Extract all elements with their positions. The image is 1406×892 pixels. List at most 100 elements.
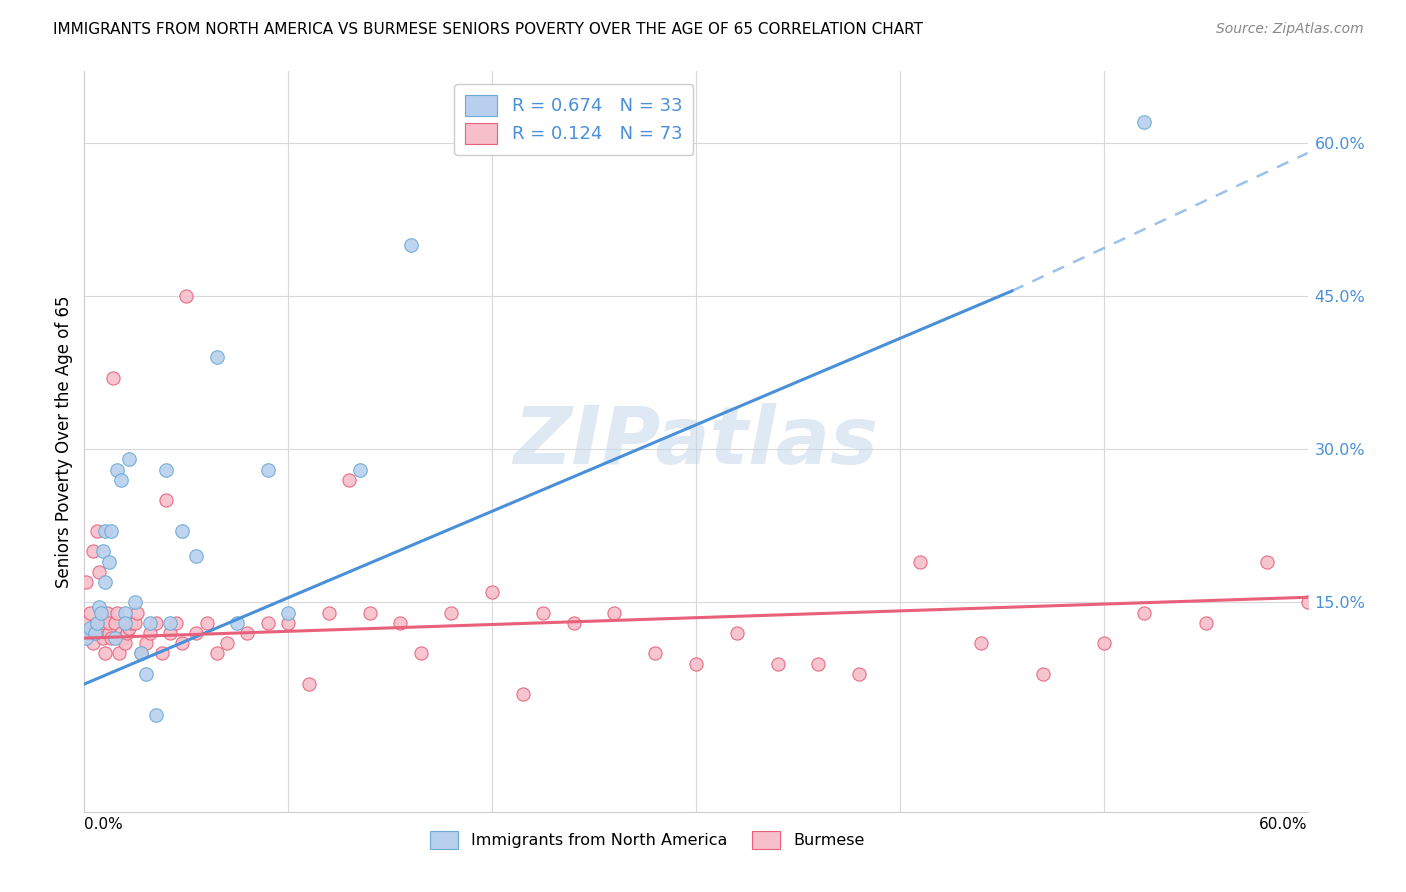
- Point: [127, 606, 149, 620]
- Point: [93, 574, 115, 589]
- Point: [359, 606, 381, 620]
- Point: [186, 549, 208, 564]
- Point: [124, 615, 146, 630]
- Point: [96, 606, 118, 620]
- Point: [1092, 636, 1115, 650]
- Point: [298, 677, 321, 691]
- Point: [205, 351, 228, 365]
- Point: [86, 615, 108, 630]
- Point: [725, 626, 748, 640]
- Point: [93, 647, 115, 661]
- Point: [399, 238, 422, 252]
- Point: [91, 631, 114, 645]
- Point: [93, 615, 115, 630]
- Point: [172, 636, 194, 650]
- Text: 0.0%: 0.0%: [84, 817, 124, 832]
- Point: [277, 615, 299, 630]
- Point: [644, 647, 666, 661]
- Point: [87, 565, 110, 579]
- Point: [145, 615, 167, 630]
- Point: [100, 524, 122, 538]
- Point: [195, 615, 218, 630]
- Point: [339, 473, 361, 487]
- Point: [205, 647, 228, 661]
- Point: [562, 615, 585, 630]
- Point: [104, 631, 127, 645]
- Point: [1296, 595, 1319, 609]
- Point: [131, 647, 153, 661]
- Point: [138, 626, 160, 640]
- Point: [100, 631, 122, 645]
- Point: [172, 524, 194, 538]
- Point: [73, 615, 96, 630]
- Point: [155, 493, 177, 508]
- Point: [349, 462, 371, 476]
- Point: [481, 585, 503, 599]
- Point: [217, 636, 239, 650]
- Point: [531, 606, 554, 620]
- Point: [970, 636, 993, 650]
- Point: [82, 544, 104, 558]
- Point: [1195, 615, 1218, 630]
- Point: [101, 370, 124, 384]
- Point: [848, 666, 870, 681]
- Point: [155, 462, 177, 476]
- Point: [159, 626, 181, 640]
- Point: [257, 462, 280, 476]
- Point: [131, 647, 153, 661]
- Y-axis label: Seniors Poverty Over the Age of 65: Seniors Poverty Over the Age of 65: [55, 295, 73, 588]
- Point: [1256, 555, 1278, 569]
- Point: [90, 626, 112, 640]
- Point: [165, 615, 187, 630]
- Point: [115, 626, 138, 640]
- Point: [138, 615, 160, 630]
- Point: [910, 555, 932, 569]
- Text: IMMIGRANTS FROM NORTH AMERICA VS BURMESE SENIORS POVERTY OVER THE AGE OF 65 CORR: IMMIGRANTS FROM NORTH AMERICA VS BURMESE…: [53, 22, 924, 37]
- Point: [110, 473, 132, 487]
- Point: [82, 636, 104, 650]
- Point: [145, 707, 167, 722]
- Point: [120, 615, 142, 630]
- Point: [97, 555, 120, 569]
- Point: [114, 615, 136, 630]
- Point: [159, 615, 181, 630]
- Point: [440, 606, 463, 620]
- Point: [75, 631, 97, 645]
- Point: [86, 524, 108, 538]
- Point: [108, 647, 131, 661]
- Point: [186, 626, 208, 640]
- Point: [97, 615, 120, 630]
- Point: [685, 657, 707, 671]
- Point: [105, 462, 128, 476]
- Point: [318, 606, 340, 620]
- Point: [93, 524, 115, 538]
- Point: [409, 647, 432, 661]
- Point: [97, 626, 120, 640]
- Point: [112, 631, 135, 645]
- Point: [512, 687, 534, 701]
- Point: [226, 615, 249, 630]
- Point: [114, 636, 136, 650]
- Point: [257, 615, 280, 630]
- Point: [277, 606, 299, 620]
- Point: [83, 626, 105, 640]
- Point: [110, 626, 132, 640]
- Point: [104, 615, 127, 630]
- Point: [135, 666, 157, 681]
- Point: [124, 595, 146, 609]
- Text: ZIPatlas: ZIPatlas: [513, 402, 879, 481]
- Point: [91, 544, 114, 558]
- Point: [87, 600, 110, 615]
- Point: [766, 657, 789, 671]
- Point: [114, 606, 136, 620]
- Point: [87, 615, 110, 630]
- Text: 60.0%: 60.0%: [1260, 817, 1308, 832]
- Point: [90, 606, 112, 620]
- Point: [1133, 115, 1156, 129]
- Point: [174, 289, 197, 303]
- Point: [135, 636, 157, 650]
- Text: Source: ZipAtlas.com: Source: ZipAtlas.com: [1216, 22, 1364, 37]
- Point: [75, 574, 97, 589]
- Point: [79, 621, 101, 635]
- Legend: Immigrants from North America, Burmese: Immigrants from North America, Burmese: [423, 824, 870, 855]
